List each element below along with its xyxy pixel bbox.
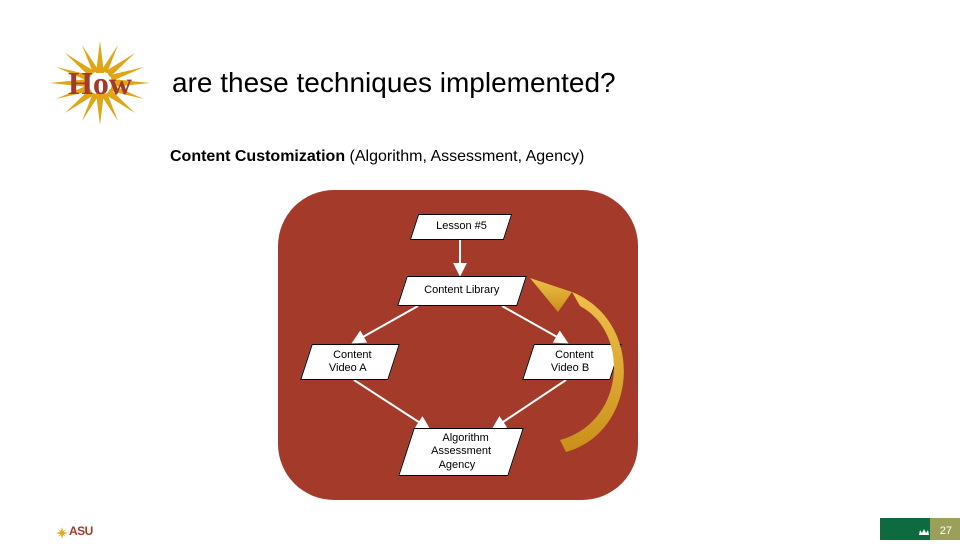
- unc-charlotte-logo: [918, 526, 930, 538]
- title-how-word: How: [68, 65, 132, 102]
- node-alg-l2: Assessment: [431, 445, 491, 458]
- node-lesson: Lesson #5: [410, 214, 512, 240]
- node-video-a-l2: Video A: [329, 362, 367, 375]
- subtitle: Content Customization (Algorithm, Assess…: [170, 148, 584, 166]
- footer-seg-0: [0, 518, 880, 540]
- node-content-video-a: Content Video A: [300, 344, 400, 380]
- slide-number: 27: [940, 525, 952, 537]
- node-algorithm-assessment-agency: Algorithm Assessment Agency: [398, 428, 524, 476]
- footer-bar: [0, 518, 960, 540]
- flow-diagram: Lesson #5 Content Library Content Video …: [278, 190, 638, 500]
- node-lesson-label: Lesson #5: [436, 220, 487, 233]
- node-alg-l1: Algorithm: [442, 432, 488, 445]
- node-alg-l3: Agency: [438, 459, 475, 472]
- crown-icon: [918, 526, 930, 538]
- node-video-a-l1: Content: [333, 349, 372, 362]
- asu-logo-text: ASU: [69, 524, 93, 538]
- curved-return-arrow-icon: [508, 262, 648, 462]
- node-library-label: Content Library: [424, 284, 499, 297]
- slide-title-row: How are these techniques implemented?: [40, 38, 616, 128]
- asu-sun-icon: [56, 526, 68, 538]
- title-rest: are these techniques implemented?: [172, 67, 616, 99]
- subtitle-bold: Content Customization: [170, 148, 345, 165]
- subtitle-paren: (Algorithm, Assessment, Agency): [345, 148, 584, 165]
- sunburst-icon: How: [40, 38, 160, 128]
- asu-logo: ASU: [56, 520, 94, 538]
